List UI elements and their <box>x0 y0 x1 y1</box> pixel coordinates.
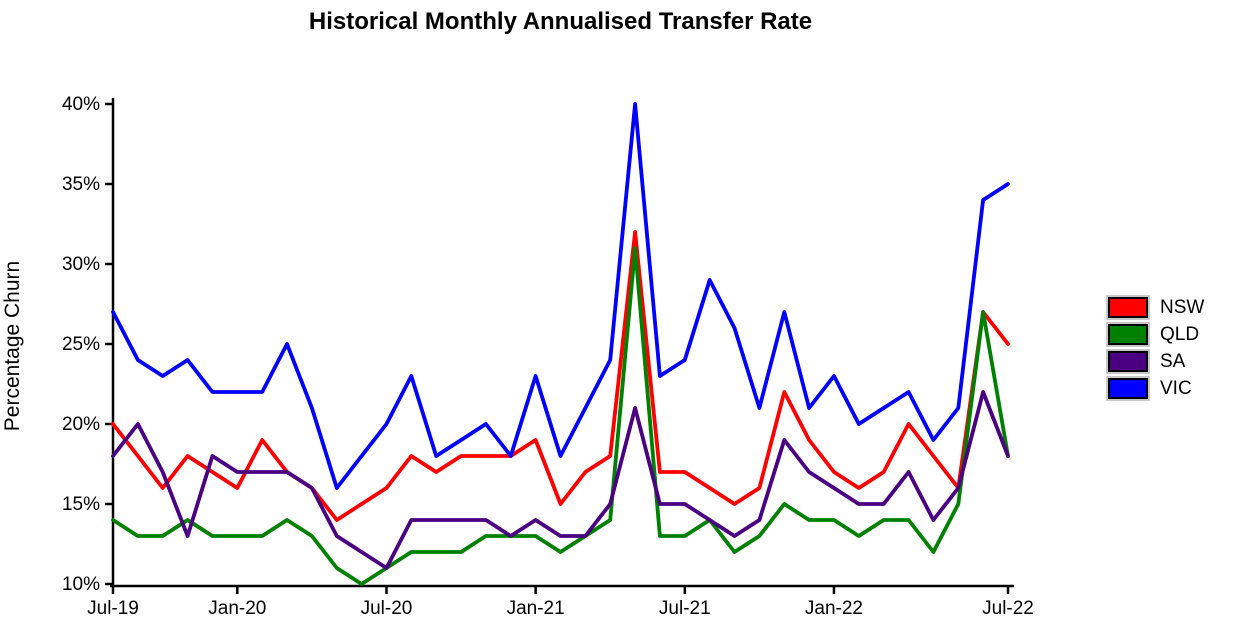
y-tick-label: 15% <box>62 494 100 515</box>
legend-item-sa: SA <box>1108 351 1204 372</box>
legend: NSW QLD SA VIC <box>1108 297 1204 405</box>
series-line-sa <box>111 390 1010 570</box>
y-tick-label: 25% <box>62 334 100 355</box>
x-tick-label: Jan-20 <box>208 598 266 619</box>
y-tick-label: 10% <box>62 574 100 595</box>
legend-label-sa: SA <box>1160 350 1186 372</box>
legend-swatch-vic <box>1108 378 1148 399</box>
legend-label-nsw: NSW <box>1160 296 1205 318</box>
y-tick-label: 35% <box>62 174 100 195</box>
legend-swatch-qld <box>1108 324 1148 345</box>
chart-title: Historical Monthly Annualised Transfer R… <box>308 8 813 35</box>
y-tick-label: 40% <box>62 94 100 115</box>
x-tick-label: Jan-22 <box>805 598 863 619</box>
legend-label-qld: QLD <box>1160 323 1200 345</box>
legend-item-vic: VIC <box>1108 378 1204 399</box>
x-tick-label: Jan-21 <box>507 598 565 619</box>
series-line-qld <box>111 246 1010 586</box>
y-tick-label: 30% <box>62 254 100 275</box>
series-line-nsw <box>111 230 1010 522</box>
legend-swatch-sa <box>1108 351 1148 372</box>
y-tick-label: 20% <box>62 414 100 435</box>
x-tick-label: Jul-22 <box>982 598 1034 619</box>
x-tick-label: Jul-19 <box>87 598 139 619</box>
legend-item-nsw: NSW <box>1108 297 1204 318</box>
legend-label-vic: VIC <box>1160 377 1192 399</box>
x-tick-label: Jul-20 <box>361 598 413 619</box>
legend-swatch-nsw <box>1108 297 1148 318</box>
legend-item-qld: QLD <box>1108 324 1204 345</box>
series-line-vic <box>111 102 1010 490</box>
x-tick-label: Jul-21 <box>659 598 711 619</box>
